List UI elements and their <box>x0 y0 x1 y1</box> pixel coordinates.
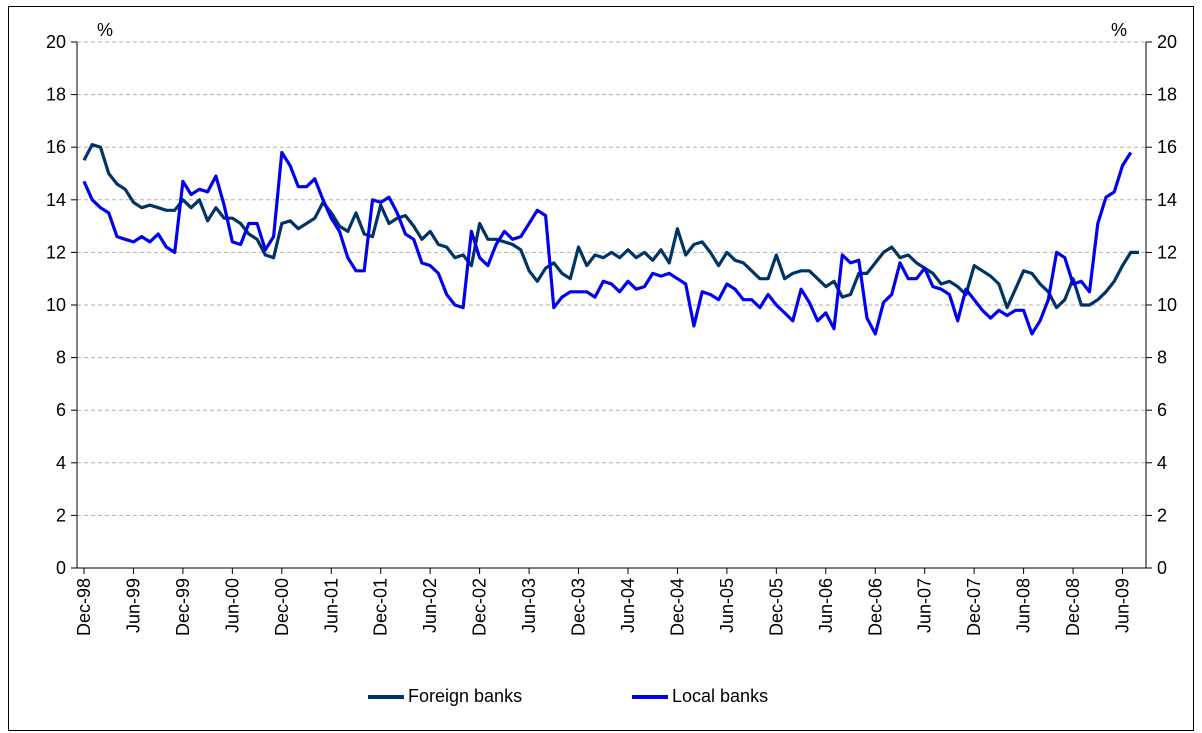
y-tick-label-left: 12 <box>46 242 66 262</box>
y-axis-right-ticks: 0 2 4 6 8 10 12 14 16 18 20 <box>1146 32 1177 578</box>
x-tick-label: Dec-99 <box>173 578 193 636</box>
x-tick-label: Jun-06 <box>816 578 836 633</box>
series-line-foreign-banks <box>82 143 1139 310</box>
legend-label-foreign-banks: Foreign banks <box>408 686 523 706</box>
x-tick-label: Jun-00 <box>222 578 242 633</box>
legend-label-local-banks: Local banks <box>672 686 769 706</box>
x-tick-label: Dec-00 <box>272 578 292 636</box>
series-line-local-banks <box>82 150 1133 336</box>
y-tick-label-right: 14 <box>1157 190 1177 210</box>
y-tick-label-left: 20 <box>46 32 66 52</box>
y-tick-label-right: 4 <box>1157 453 1167 473</box>
x-tick-label: Jun-04 <box>618 578 638 633</box>
x-tick-label: Jun-02 <box>420 578 440 633</box>
x-tick-label: Dec-07 <box>964 578 984 636</box>
y-tick-label-left: 8 <box>56 348 66 368</box>
x-tick-label: Dec-02 <box>470 578 490 636</box>
legend-swatch-local-banks <box>632 694 668 699</box>
y-axis-left-ticks: 0 2 4 6 8 10 12 14 16 18 20 <box>46 32 77 578</box>
x-tick-label: Jun-09 <box>1113 578 1133 633</box>
y-tick-label-left: 0 <box>56 558 66 578</box>
y-axis-right-label: % <box>1111 20 1127 40</box>
legend-swatch-foreign-banks <box>368 694 404 699</box>
y-tick-label-left: 14 <box>46 190 66 210</box>
y-tick-label-right: 20 <box>1157 32 1177 52</box>
y-tick-label-right: 2 <box>1157 505 1167 525</box>
x-tick-label: Dec-08 <box>1063 578 1083 636</box>
series-lines <box>82 143 1139 336</box>
x-tick-label: Jun-07 <box>915 578 935 633</box>
chart-frame <box>8 6 1194 731</box>
y-tick-label-left: 2 <box>56 505 66 525</box>
x-tick-label: Jun-08 <box>1014 578 1034 633</box>
y-tick-label-left: 6 <box>56 400 66 420</box>
y-tick-label-right: 10 <box>1157 295 1177 315</box>
y-tick-label-right: 18 <box>1157 85 1177 105</box>
y-tick-label-right: 0 <box>1157 558 1167 578</box>
x-tick-label: Jun-05 <box>717 578 737 633</box>
y-tick-label-right: 6 <box>1157 400 1167 420</box>
gridlines <box>77 41 1146 516</box>
x-tick-label: Jun-99 <box>123 578 143 633</box>
y-tick-label-right: 16 <box>1157 137 1177 157</box>
y-tick-label-left: 4 <box>56 453 66 473</box>
y-tick-label-right: 12 <box>1157 242 1177 262</box>
y-tick-label-left: 16 <box>46 137 66 157</box>
x-tick-label: Jun-01 <box>321 578 341 633</box>
y-tick-label-left: 10 <box>46 295 66 315</box>
legend-item-local-banks: Local banks <box>632 686 768 707</box>
x-tick-label: Dec-05 <box>766 578 786 636</box>
x-tick-label: Dec-03 <box>569 578 589 636</box>
x-tick-label: Dec-04 <box>667 578 687 636</box>
x-axis-ticks: Dec-98 Jun-99 Dec-99 Jun-00 Dec-00 Jun-01 Dec-… <box>74 568 1133 636</box>
y-tick-label-right: 8 <box>1157 348 1167 368</box>
x-tick-label: Dec-06 <box>865 578 885 636</box>
y-tick-label-left: 18 <box>46 85 66 105</box>
x-tick-label: Dec-98 <box>74 578 94 636</box>
x-tick-label: Dec-01 <box>371 578 391 636</box>
legend-item-foreign-banks: Foreign banks <box>368 686 522 707</box>
x-tick-label: Jun-03 <box>519 578 539 633</box>
y-axis-left-label: % <box>97 20 113 40</box>
